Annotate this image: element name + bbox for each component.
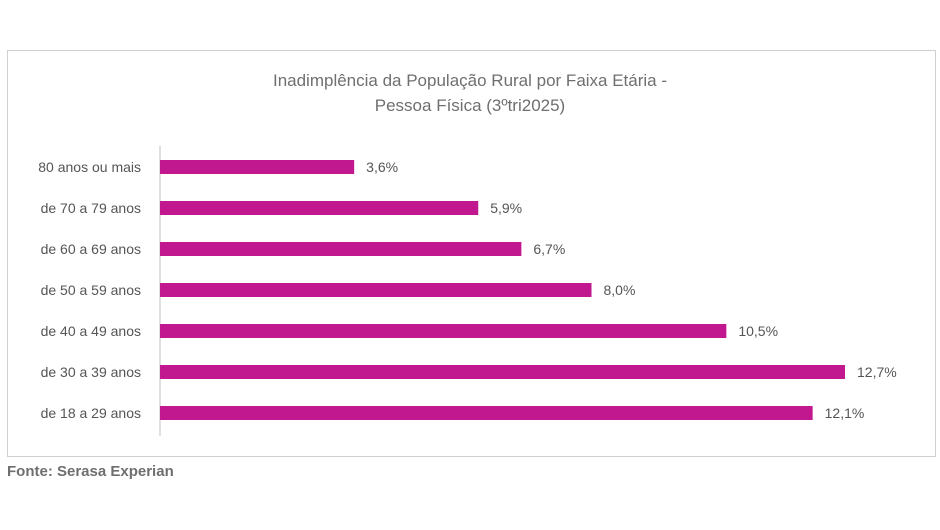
category-label: de 50 a 59 anos (41, 282, 141, 298)
data-label: 5,9% (490, 200, 522, 216)
bar (160, 324, 727, 338)
data-label: 3,6% (366, 159, 398, 175)
bar (160, 406, 813, 420)
data-label: 12,1% (825, 405, 865, 421)
category-label: de 40 a 49 anos (41, 323, 141, 339)
data-label: 10,5% (738, 323, 778, 339)
bar (160, 283, 592, 297)
chart-title: Inadimplência da População Rural por Fai… (272, 71, 668, 90)
category-label: de 30 a 39 anos (41, 364, 141, 380)
category-label: de 70 a 79 anos (41, 200, 141, 216)
category-label: de 18 a 29 anos (41, 405, 141, 421)
category-label: 80 anos ou mais (38, 159, 141, 175)
chart-subtitle: Pessoa Física (3ºtri2025) (374, 96, 566, 115)
bar (160, 365, 845, 379)
bar (160, 160, 355, 174)
category-label: de 60 a 69 anos (41, 241, 141, 257)
bar (160, 242, 522, 256)
data-label: 6,7% (533, 241, 565, 257)
bar (160, 201, 479, 215)
data-label: 8,0% (603, 282, 635, 298)
data-label: 12,7% (857, 364, 897, 380)
source-note: Fonte: Serasa Experian (7, 463, 174, 480)
